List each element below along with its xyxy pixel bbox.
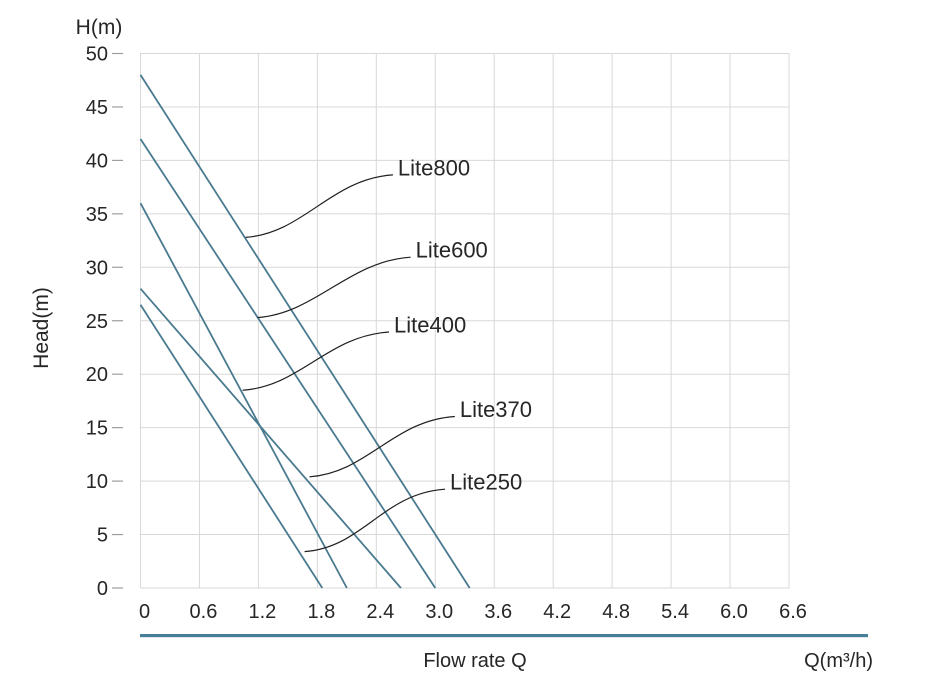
label-leader-line — [304, 488, 446, 553]
x-axis-underline — [140, 634, 868, 638]
y-tick-label: 45 — [86, 97, 108, 119]
y-tick-label: 20 — [86, 364, 108, 386]
y-axis-unit-label: H(m) — [76, 16, 123, 39]
x-tick-label: 6.0 — [720, 601, 748, 623]
series-label: Lite250 — [450, 470, 522, 495]
label-leader-line — [245, 174, 393, 238]
x-axis-unit-label: Q(m³/h) — [804, 650, 873, 672]
y-tick-label: 35 — [86, 204, 108, 226]
series-label: Lite600 — [416, 238, 488, 263]
curve-lite800 — [139, 74, 471, 589]
tick-layer: 0 0.6 1.2 1.8 2.4 3.0 3.6 4.2 4.8 5.4 6.0 6.6 0 5 10 15… — [86, 44, 807, 624]
x-tick-label: 5.4 — [661, 601, 689, 623]
x-axis-title: Flow rate Q — [423, 650, 526, 672]
series-label: Lite800 — [398, 155, 470, 180]
x-tick-label: 2.4 — [366, 601, 394, 623]
label-leader-line — [242, 331, 390, 391]
curve-lite250 — [139, 304, 324, 589]
x-tick-label: 4.8 — [602, 601, 630, 623]
y-tick-label: 0 — [97, 578, 108, 600]
x-tick-label: 3.6 — [484, 601, 512, 623]
curve-lite600 — [139, 138, 437, 589]
curve-lite370 — [139, 288, 402, 589]
curve-lite400 — [139, 202, 348, 589]
y-tick-label: 30 — [86, 257, 108, 279]
y-tick-label: 10 — [86, 471, 108, 493]
label-leader-line — [309, 415, 455, 478]
x-tick-label: 0.6 — [190, 601, 218, 623]
x-tick-label: 1.8 — [307, 601, 335, 623]
series-label: Lite400 — [394, 313, 466, 338]
plot-border — [140, 53, 790, 589]
y-tick-label: 5 — [97, 525, 108, 547]
y-axis-title: Head(m) — [30, 287, 53, 369]
label-leader-line — [257, 256, 411, 319]
annotation-layer: Lite800 Lite600 Lite400 Lite370 Lite250 — [242, 155, 532, 553]
x-tick-label: 1.2 — [249, 601, 277, 623]
y-tick-label: 40 — [86, 150, 108, 172]
x-tick-label: 3.0 — [425, 601, 453, 623]
y-tick-label: 50 — [86, 44, 108, 66]
x-tick-label: 6.6 — [779, 601, 807, 623]
y-tick-label: 15 — [86, 418, 108, 440]
y-tick-label: 25 — [86, 311, 108, 333]
x-tick-label: 0 — [139, 601, 150, 623]
series-layer — [139, 74, 471, 589]
x-tick-label: 4.2 — [543, 601, 571, 623]
series-label: Lite370 — [460, 397, 532, 422]
